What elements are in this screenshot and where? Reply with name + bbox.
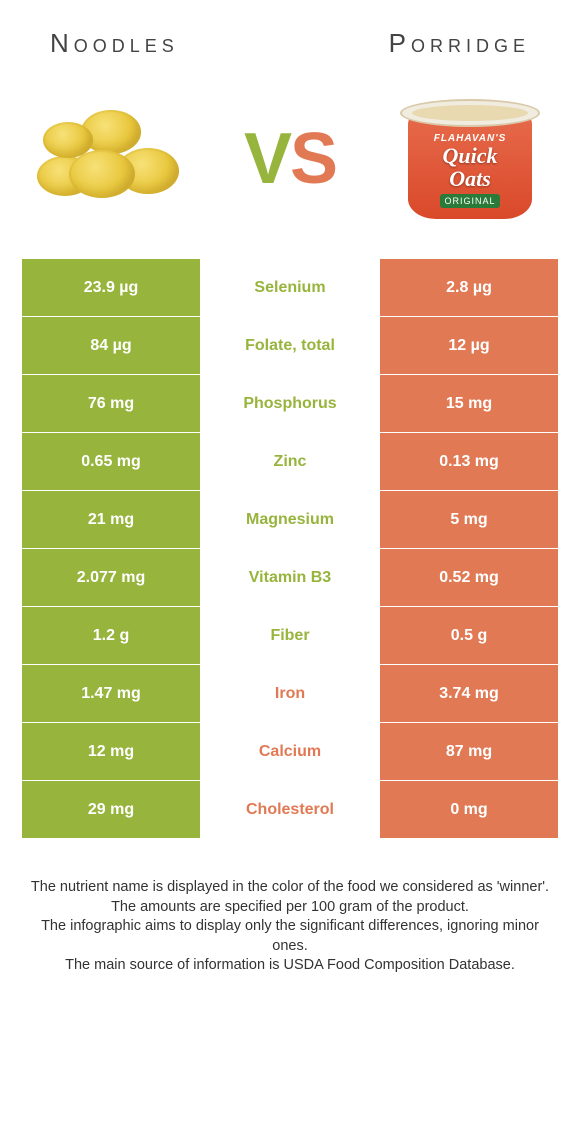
porridge-cup-icon: FLAHAVAN'S Quick Oats ORIGINAL	[400, 99, 540, 219]
left-value: 76 mg	[22, 375, 200, 432]
left-food-image	[30, 89, 190, 229]
nutrient-label: Cholesterol	[200, 781, 380, 838]
left-value: 12 mg	[22, 723, 200, 780]
footer-line: The nutrient name is displayed in the co…	[30, 878, 550, 898]
right-value: 0.5 g	[380, 607, 558, 664]
footer-line: The amounts are specified per 100 gram o…	[30, 898, 550, 918]
nutrient-label: Selenium	[200, 259, 380, 316]
right-value: 0.13 mg	[380, 433, 558, 490]
right-food-image: FLAHAVAN'S Quick Oats ORIGINAL	[390, 89, 550, 229]
table-row: 2.077 mgVitamin B30.52 mg	[22, 548, 558, 606]
nutrient-label: Zinc	[200, 433, 380, 490]
right-title: Porridge	[389, 28, 530, 59]
left-value: 21 mg	[22, 491, 200, 548]
table-row: 12 mgCalcium87 mg	[22, 722, 558, 780]
table-row: 84 µgFolate, total12 µg	[22, 316, 558, 374]
left-value: 1.47 mg	[22, 665, 200, 722]
left-value: 84 µg	[22, 317, 200, 374]
comparison-table: 23.9 µgSelenium2.8 µg84 µgFolate, total1…	[22, 259, 558, 838]
right-value: 15 mg	[380, 375, 558, 432]
table-row: 29 mgCholesterol0 mg	[22, 780, 558, 838]
left-value: 29 mg	[22, 781, 200, 838]
right-value: 2.8 µg	[380, 259, 558, 316]
vs-label: VS	[244, 123, 336, 195]
nutrient-label: Iron	[200, 665, 380, 722]
nutrient-label: Vitamin B3	[200, 549, 380, 606]
right-value: 12 µg	[380, 317, 558, 374]
footer-line: The infographic aims to display only the…	[30, 917, 550, 956]
cup-badge-text: ORIGINAL	[440, 194, 500, 208]
nutrient-label: Fiber	[200, 607, 380, 664]
table-row: 1.2 gFiber0.5 g	[22, 606, 558, 664]
titles-row: Noodles Porridge	[0, 0, 580, 69]
left-value: 2.077 mg	[22, 549, 200, 606]
right-value: 5 mg	[380, 491, 558, 548]
left-value: 0.65 mg	[22, 433, 200, 490]
right-value: 0.52 mg	[380, 549, 558, 606]
right-value: 3.74 mg	[380, 665, 558, 722]
nutrient-label: Phosphorus	[200, 375, 380, 432]
table-row: 76 mgPhosphorus15 mg	[22, 374, 558, 432]
cup-main-text-2: Oats	[418, 169, 522, 190]
left-title: Noodles	[50, 28, 179, 59]
table-row: 21 mgMagnesium5 mg	[22, 490, 558, 548]
right-value: 87 mg	[380, 723, 558, 780]
left-value: 23.9 µg	[22, 259, 200, 316]
hero-row: VS FLAHAVAN'S Quick Oats ORIGINAL	[0, 69, 580, 259]
vs-left-char: V	[244, 119, 290, 199]
table-row: 23.9 µgSelenium2.8 µg	[22, 259, 558, 316]
vs-right-char: S	[290, 119, 336, 199]
noodles-icon	[35, 104, 185, 214]
cup-main-text-1: Quick	[418, 146, 522, 167]
table-row: 0.65 mgZinc0.13 mg	[22, 432, 558, 490]
left-value: 1.2 g	[22, 607, 200, 664]
nutrient-label: Magnesium	[200, 491, 380, 548]
nutrient-label: Calcium	[200, 723, 380, 780]
right-value: 0 mg	[380, 781, 558, 838]
footer-notes: The nutrient name is displayed in the co…	[30, 878, 550, 976]
nutrient-label: Folate, total	[200, 317, 380, 374]
footer-line: The main source of information is USDA F…	[30, 956, 550, 976]
table-row: 1.47 mgIron3.74 mg	[22, 664, 558, 722]
